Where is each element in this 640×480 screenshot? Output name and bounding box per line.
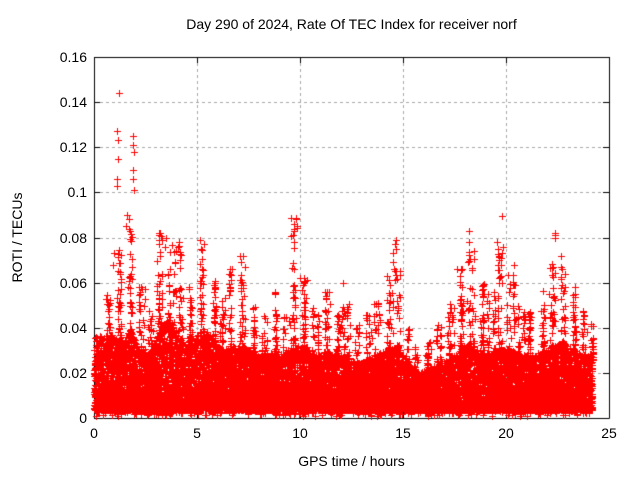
y-tick-label: 0.14 bbox=[59, 94, 87, 110]
chart-title: Day 290 of 2024, Rate Of TEC Index for r… bbox=[186, 16, 517, 32]
x-tick-label: 15 bbox=[395, 425, 411, 441]
x-tick-label: 0 bbox=[90, 425, 98, 441]
y-tick-label: 0 bbox=[79, 410, 87, 426]
x-tick-label: 5 bbox=[193, 425, 201, 441]
y-tick-label: 0.08 bbox=[59, 230, 87, 246]
y-tick-label: 0.06 bbox=[59, 275, 87, 291]
x-tick-label: 20 bbox=[498, 425, 514, 441]
y-tick-label: 0.02 bbox=[59, 365, 87, 381]
y-tick-label: 0.12 bbox=[59, 139, 87, 155]
y-tick-label: 0.1 bbox=[67, 184, 87, 200]
y-tick-label: 0.16 bbox=[59, 49, 87, 65]
y-tick-label: 0.04 bbox=[59, 320, 87, 336]
x-axis-label: GPS time / hours bbox=[298, 453, 405, 469]
x-tick-label: 25 bbox=[601, 425, 617, 441]
x-tick-label: 10 bbox=[292, 425, 308, 441]
